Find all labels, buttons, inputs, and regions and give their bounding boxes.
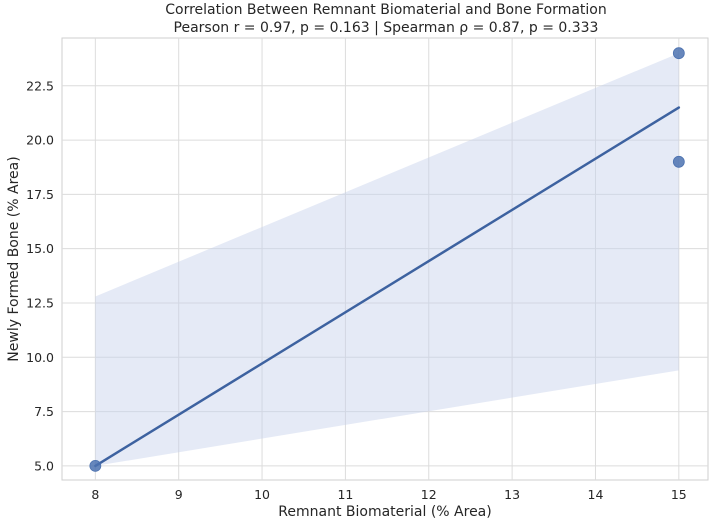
chart-title: Correlation Between Remnant Biomaterial … — [165, 2, 606, 18]
y-tick-label: 15.0 — [26, 241, 54, 256]
y-axis-label: Newly Formed Bone (% Area) — [6, 156, 22, 361]
y-tick-label: 12.5 — [26, 295, 54, 310]
x-tick-label: 9 — [175, 487, 183, 502]
x-tick-label: 11 — [337, 487, 353, 502]
y-tick-label: 22.5 — [26, 78, 54, 93]
y-tick-label: 17.5 — [26, 187, 54, 202]
regression-line — [94, 106, 681, 468]
plot-area — [61, 37, 709, 481]
y-tick-label: 5.0 — [34, 458, 54, 473]
gridlines — [62, 38, 708, 480]
y-tick-label: 10.0 — [26, 350, 54, 365]
y-tick-label: 7.5 — [34, 404, 54, 419]
x-tick-label: 10 — [254, 487, 270, 502]
x-tick-labels: 8 9 10 11 12 13 14 15 — [91, 487, 686, 502]
x-axis-label: Remnant Biomaterial (% Area) — [278, 504, 491, 520]
data-point — [89, 459, 102, 472]
regression-line-layer — [94, 106, 681, 468]
y-tick-labels: 5.0 7.5 10.0 12.5 15.0 17.5 20.0 22.5 — [26, 78, 54, 473]
data-point — [672, 155, 685, 168]
x-tick-label: 12 — [421, 487, 437, 502]
chart-subtitle: Pearson r = 0.97, p = 0.163 | Spearman ρ… — [174, 20, 599, 36]
x-tick-label: 15 — [671, 487, 687, 502]
confidence-band-layer — [95, 53, 679, 466]
data-points — [89, 47, 685, 472]
x-tick-label: 13 — [504, 487, 520, 502]
x-tick-label: 14 — [588, 487, 604, 502]
x-tick-label: 8 — [91, 487, 99, 502]
data-point — [672, 47, 685, 60]
confidence-band — [95, 53, 679, 466]
y-tick-label: 20.0 — [26, 133, 54, 148]
